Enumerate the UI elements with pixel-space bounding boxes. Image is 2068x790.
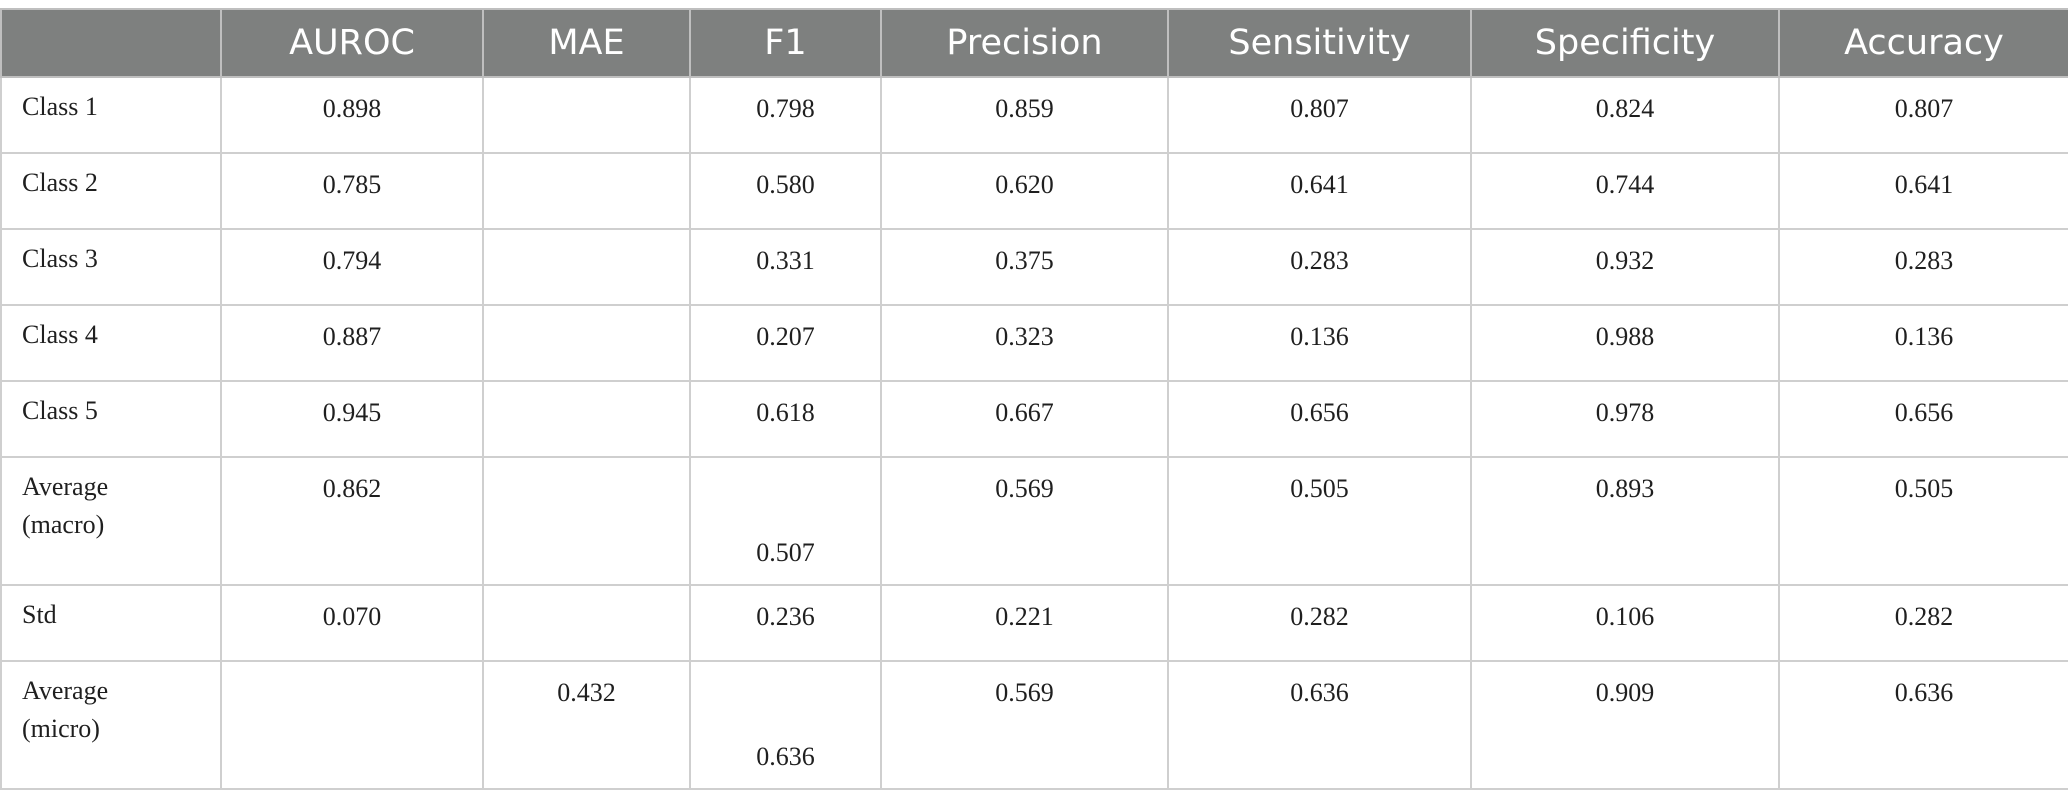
cell-mae bbox=[482, 76, 691, 154]
row-label-line1: Average bbox=[22, 472, 109, 501]
cell-f1: 0.580 bbox=[689, 152, 882, 230]
table-row: Class 5 0.945 0.618 0.667 0.656 0.978 0.… bbox=[0, 380, 2068, 458]
cell-f1: 0.507 bbox=[689, 456, 882, 586]
cell-auroc: 0.794 bbox=[220, 228, 484, 306]
cell-precision: 0.375 bbox=[880, 228, 1169, 306]
cell-specificity: 0.978 bbox=[1470, 380, 1780, 458]
row-label: Class 2 bbox=[0, 152, 222, 230]
cell-specificity: 0.893 bbox=[1470, 456, 1780, 586]
cell-sensitivity: 0.283 bbox=[1167, 228, 1472, 306]
table-row: Average (micro) 0.432 0.636 0.569 0.636 … bbox=[0, 660, 2068, 790]
cell-auroc: 0.070 bbox=[220, 584, 484, 662]
row-label: Std bbox=[0, 584, 222, 662]
cell-sensitivity: 0.807 bbox=[1167, 76, 1472, 154]
results-table: AUROC MAE F1 Precision Sensitivity Speci… bbox=[0, 8, 2068, 790]
cell-precision: 0.569 bbox=[880, 456, 1169, 586]
cell-specificity: 0.909 bbox=[1470, 660, 1780, 790]
cell-accuracy: 0.656 bbox=[1778, 380, 2068, 458]
row-label: Average (micro) bbox=[0, 660, 222, 790]
table-row: Class 1 0.898 0.798 0.859 0.807 0.824 0.… bbox=[0, 76, 2068, 154]
cell-f1: 0.236 bbox=[689, 584, 882, 662]
header-auroc: AUROC bbox=[220, 8, 484, 78]
row-label: Class 1 bbox=[0, 76, 222, 154]
cell-mae bbox=[482, 456, 691, 586]
cell-precision: 0.859 bbox=[880, 76, 1169, 154]
header-specificity: Specificity bbox=[1470, 8, 1780, 78]
cell-sensitivity: 0.641 bbox=[1167, 152, 1472, 230]
cell-specificity: 0.744 bbox=[1470, 152, 1780, 230]
cell-f1: 0.798 bbox=[689, 76, 882, 154]
table-row: Class 4 0.887 0.207 0.323 0.136 0.988 0.… bbox=[0, 304, 2068, 382]
cell-auroc: 0.887 bbox=[220, 304, 484, 382]
cell-auroc: 0.785 bbox=[220, 152, 484, 230]
cell-f1: 0.636 bbox=[689, 660, 882, 790]
header-precision: Precision bbox=[880, 8, 1169, 78]
cell-mae bbox=[482, 584, 691, 662]
cell-f1: 0.618 bbox=[689, 380, 882, 458]
cell-sensitivity: 0.636 bbox=[1167, 660, 1472, 790]
table-row: Average (macro) 0.862 0.507 0.569 0.505 … bbox=[0, 456, 2068, 586]
row-label: Class 4 bbox=[0, 304, 222, 382]
cell-precision: 0.620 bbox=[880, 152, 1169, 230]
cell-accuracy: 0.641 bbox=[1778, 152, 2068, 230]
row-label-line2: (macro) bbox=[22, 510, 105, 539]
cell-auroc: 0.898 bbox=[220, 76, 484, 154]
cell-mae bbox=[482, 228, 691, 306]
row-label: Average (macro) bbox=[0, 456, 222, 586]
cell-specificity: 0.106 bbox=[1470, 584, 1780, 662]
cell-accuracy: 0.282 bbox=[1778, 584, 2068, 662]
cell-auroc: 0.862 bbox=[220, 456, 484, 586]
cell-precision: 0.569 bbox=[880, 660, 1169, 790]
header-empty bbox=[0, 8, 222, 78]
cell-accuracy: 0.807 bbox=[1778, 76, 2068, 154]
header-f1: F1 bbox=[689, 8, 882, 78]
cell-sensitivity: 0.505 bbox=[1167, 456, 1472, 586]
header-row: AUROC MAE F1 Precision Sensitivity Speci… bbox=[0, 8, 2068, 78]
cell-sensitivity: 0.282 bbox=[1167, 584, 1472, 662]
table-row: Class 2 0.785 0.580 0.620 0.641 0.744 0.… bbox=[0, 152, 2068, 230]
cell-accuracy: 0.283 bbox=[1778, 228, 2068, 306]
cell-mae bbox=[482, 152, 691, 230]
cell-auroc bbox=[220, 660, 484, 790]
cell-mae bbox=[482, 304, 691, 382]
row-label: Class 5 bbox=[0, 380, 222, 458]
cell-precision: 0.323 bbox=[880, 304, 1169, 382]
cell-sensitivity: 0.136 bbox=[1167, 304, 1472, 382]
header-accuracy: Accuracy bbox=[1778, 8, 2068, 78]
cell-f1: 0.207 bbox=[689, 304, 882, 382]
cell-accuracy: 0.636 bbox=[1778, 660, 2068, 790]
row-label-line2: (micro) bbox=[22, 714, 100, 743]
cell-accuracy: 0.136 bbox=[1778, 304, 2068, 382]
cell-mae bbox=[482, 380, 691, 458]
cell-sensitivity: 0.656 bbox=[1167, 380, 1472, 458]
cell-specificity: 0.988 bbox=[1470, 304, 1780, 382]
cell-auroc: 0.945 bbox=[220, 380, 484, 458]
cell-precision: 0.221 bbox=[880, 584, 1169, 662]
cell-mae: 0.432 bbox=[482, 660, 691, 790]
cell-specificity: 0.932 bbox=[1470, 228, 1780, 306]
cell-specificity: 0.824 bbox=[1470, 76, 1780, 154]
cell-precision: 0.667 bbox=[880, 380, 1169, 458]
cell-f1: 0.331 bbox=[689, 228, 882, 306]
row-label: Class 3 bbox=[0, 228, 222, 306]
header-sensitivity: Sensitivity bbox=[1167, 8, 1472, 78]
cell-accuracy: 0.505 bbox=[1778, 456, 2068, 586]
header-mae: MAE bbox=[482, 8, 691, 78]
table-row: Std 0.070 0.236 0.221 0.282 0.106 0.282 bbox=[0, 584, 2068, 662]
table-row: Class 3 0.794 0.331 0.375 0.283 0.932 0.… bbox=[0, 228, 2068, 306]
